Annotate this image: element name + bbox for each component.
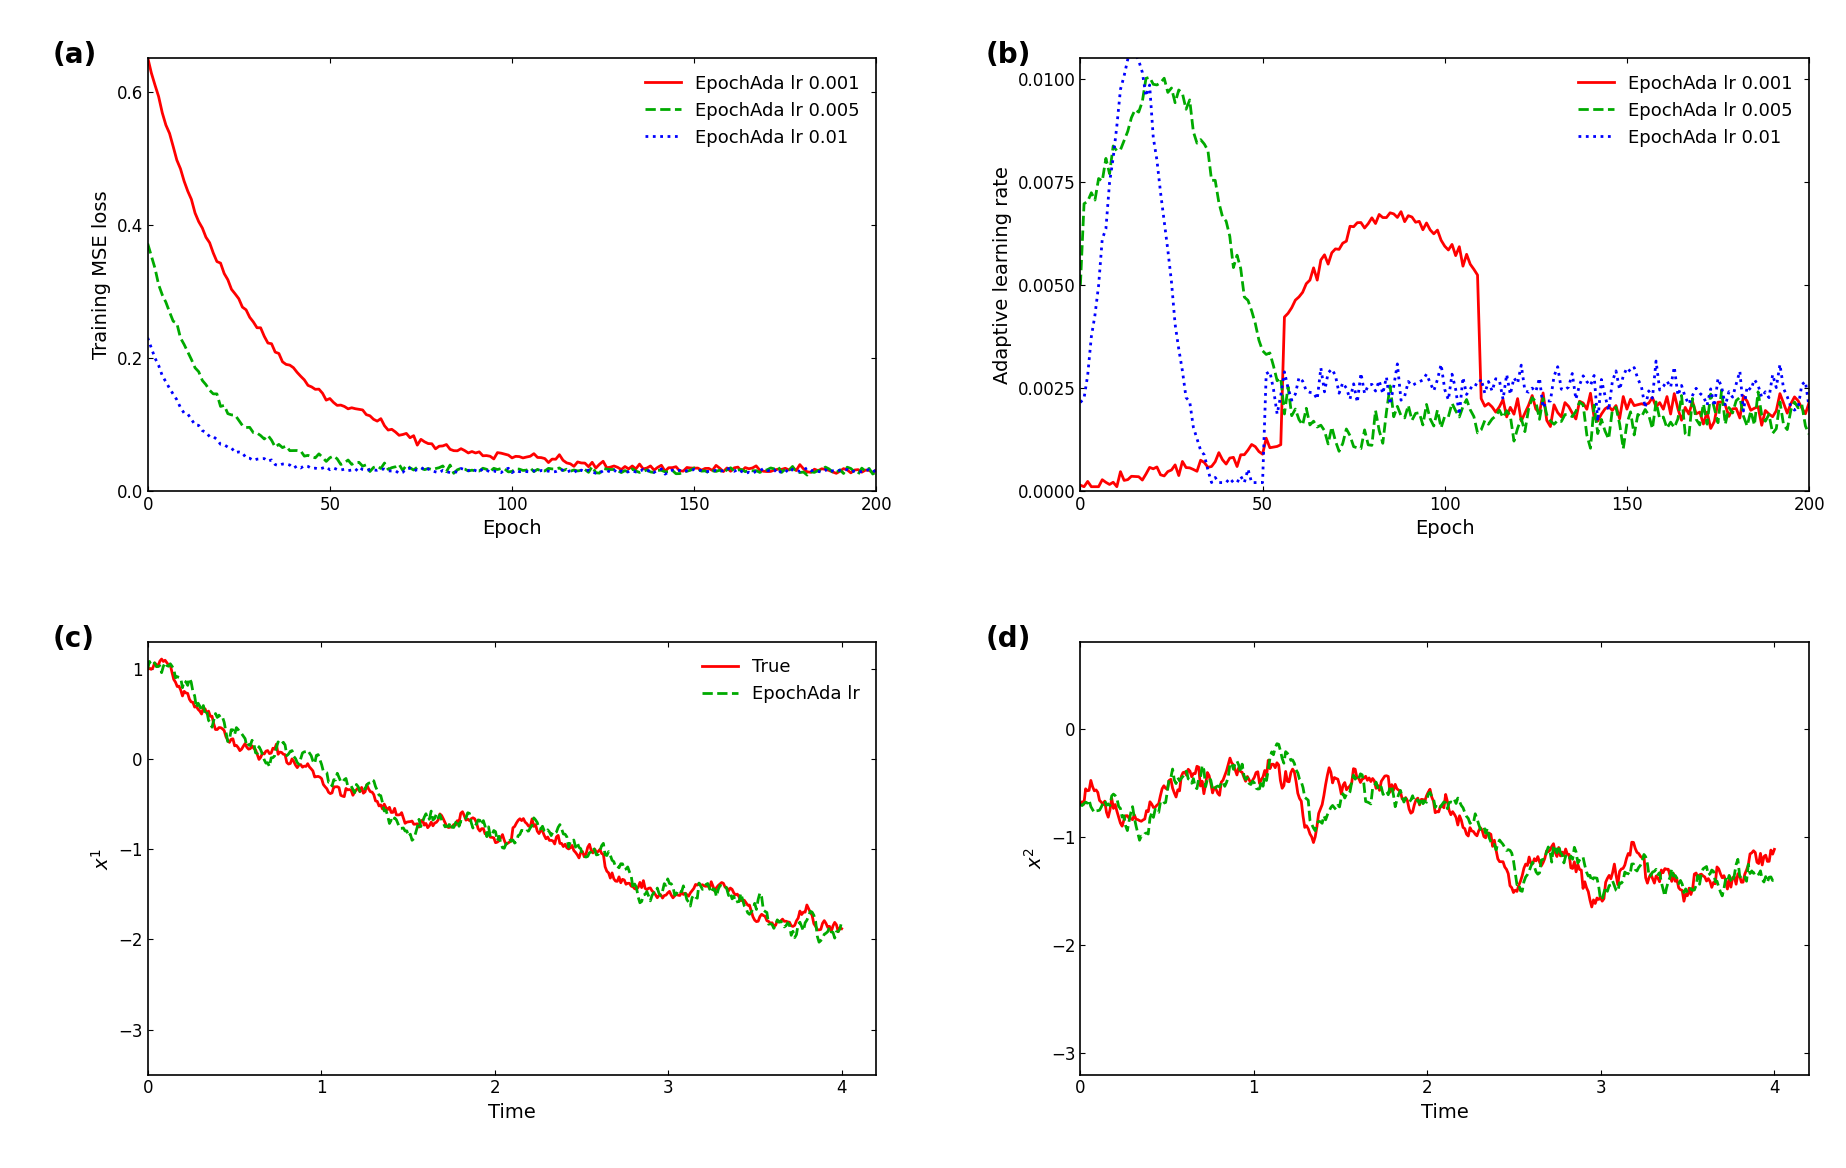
- Legend: EpochAda lr 0.001, EpochAda lr 0.005, EpochAda lr 0.01: EpochAda lr 0.001, EpochAda lr 0.005, Ep…: [1571, 68, 1800, 154]
- Y-axis label: Training MSE loss: Training MSE loss: [92, 190, 111, 359]
- Y-axis label: $x^2$: $x^2$: [1023, 847, 1045, 869]
- X-axis label: Epoch: Epoch: [1414, 520, 1475, 538]
- Text: (a): (a): [54, 41, 98, 69]
- X-axis label: Epoch: Epoch: [482, 520, 543, 538]
- Text: (c): (c): [54, 625, 94, 653]
- Legend: True, EpochAda lr: True, EpochAda lr: [694, 652, 868, 710]
- Text: (b): (b): [986, 41, 1032, 69]
- Legend: EpochAda lr 0.001, EpochAda lr 0.005, EpochAda lr 0.01: EpochAda lr 0.001, EpochAda lr 0.005, Ep…: [637, 68, 868, 154]
- X-axis label: Time: Time: [1421, 1103, 1469, 1122]
- X-axis label: Time: Time: [487, 1103, 535, 1122]
- Y-axis label: $x^1$: $x^1$: [90, 847, 113, 869]
- Text: (d): (d): [986, 625, 1032, 653]
- Y-axis label: Adaptive learning rate: Adaptive learning rate: [993, 166, 1012, 383]
